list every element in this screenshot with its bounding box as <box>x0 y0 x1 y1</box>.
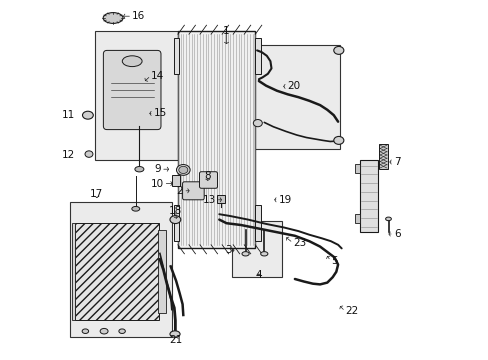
FancyBboxPatch shape <box>199 172 217 188</box>
Bar <box>355 164 359 173</box>
Ellipse shape <box>170 331 180 337</box>
Ellipse shape <box>333 46 343 54</box>
Ellipse shape <box>253 120 262 127</box>
Text: 10: 10 <box>150 179 163 189</box>
Bar <box>254 205 261 241</box>
Ellipse shape <box>260 252 267 256</box>
Text: 20: 20 <box>286 81 300 91</box>
Ellipse shape <box>122 56 142 67</box>
FancyBboxPatch shape <box>182 182 204 200</box>
Text: 7: 7 <box>393 157 400 167</box>
Ellipse shape <box>85 151 93 157</box>
Text: 11: 11 <box>62 110 75 120</box>
Text: 8: 8 <box>204 171 211 181</box>
Text: 2: 2 <box>176 186 183 196</box>
Ellipse shape <box>385 217 390 221</box>
Text: 6: 6 <box>393 229 400 239</box>
Ellipse shape <box>119 329 125 333</box>
Text: 21: 21 <box>169 335 183 345</box>
Bar <box>355 214 359 223</box>
Bar <box>95 31 178 160</box>
Text: 5: 5 <box>330 256 337 266</box>
Bar <box>378 144 387 169</box>
Bar <box>254 38 261 74</box>
Ellipse shape <box>135 166 143 172</box>
Text: 4: 4 <box>255 270 262 280</box>
Text: 14: 14 <box>151 71 164 81</box>
Bar <box>359 160 378 232</box>
Ellipse shape <box>170 216 181 224</box>
Bar <box>173 205 178 241</box>
Text: 23: 23 <box>292 238 305 248</box>
Ellipse shape <box>242 252 249 256</box>
Ellipse shape <box>179 166 187 174</box>
Text: 15: 15 <box>153 108 167 118</box>
Ellipse shape <box>176 165 190 175</box>
Bar <box>231 221 282 277</box>
Text: 19: 19 <box>278 195 291 205</box>
Ellipse shape <box>333 136 343 144</box>
Bar <box>70 202 172 337</box>
Text: 17: 17 <box>90 189 103 199</box>
Bar <box>172 175 180 186</box>
Text: 3: 3 <box>225 245 231 255</box>
Ellipse shape <box>132 207 140 211</box>
Text: 22: 22 <box>345 306 358 316</box>
FancyBboxPatch shape <box>103 50 161 130</box>
Ellipse shape <box>82 111 93 119</box>
Ellipse shape <box>103 13 123 23</box>
Ellipse shape <box>82 329 88 333</box>
Bar <box>249 45 339 149</box>
Bar <box>72 223 75 320</box>
Bar <box>173 38 178 74</box>
Text: 16: 16 <box>132 11 145 21</box>
Text: 9: 9 <box>154 164 161 174</box>
Bar <box>158 230 165 313</box>
Text: 13: 13 <box>202 195 215 205</box>
Ellipse shape <box>100 328 108 334</box>
Bar <box>178 31 255 248</box>
Text: 12: 12 <box>61 150 75 160</box>
Bar <box>75 223 159 320</box>
Text: 18: 18 <box>168 206 182 216</box>
Bar <box>216 195 225 203</box>
Text: 1: 1 <box>223 26 229 36</box>
